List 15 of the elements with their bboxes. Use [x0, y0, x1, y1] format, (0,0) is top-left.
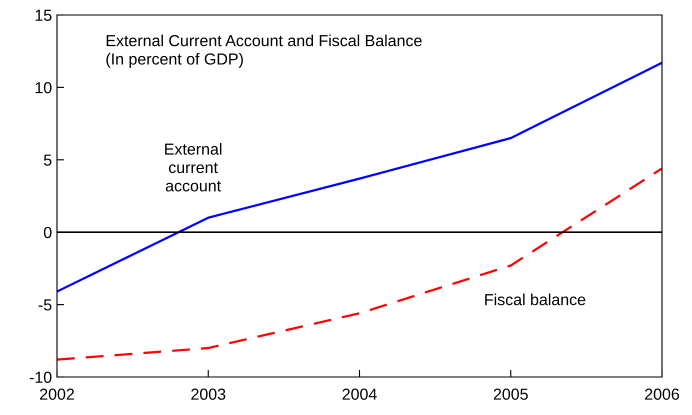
y-tick-label: -5	[38, 299, 52, 311]
series-label: Fiscal balance	[485, 294, 586, 306]
x-tick-label: 2006	[645, 388, 680, 400]
y-tick-label: 5	[44, 154, 52, 166]
text: (In percent of GDP)	[106, 52, 243, 68]
x-tick-label: 2002	[40, 388, 74, 400]
text: External Current Account and Fiscal Balance	[106, 34, 422, 46]
y-tick-label: -10	[30, 372, 52, 383]
series-label: External current account	[165, 143, 222, 192]
y-tick-label: 0	[44, 226, 52, 238]
y-tick-label: 10	[36, 82, 52, 94]
x-tick-label: 2004	[342, 388, 377, 400]
x-tick-label: 2005	[494, 388, 528, 400]
x-tick-label: 2003	[191, 388, 226, 400]
y-tick-label: 15	[36, 10, 52, 21]
